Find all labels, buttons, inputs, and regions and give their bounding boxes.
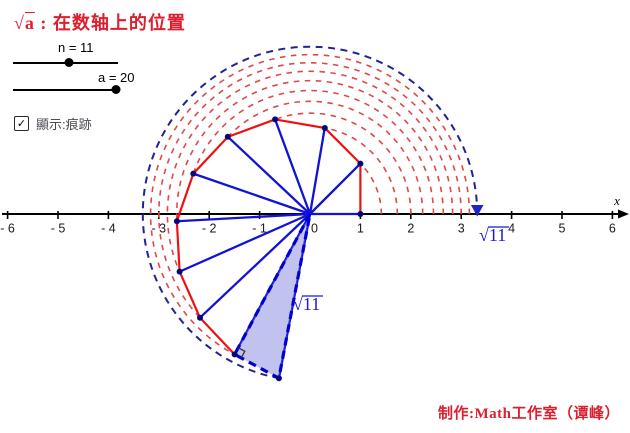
radius-ray bbox=[192, 172, 311, 216]
arc-sqrt-3 bbox=[324, 127, 399, 215]
radius-ray bbox=[309, 162, 362, 215]
unit-segment bbox=[192, 136, 229, 175]
radius-ray bbox=[274, 119, 312, 215]
radius-ray bbox=[233, 213, 312, 355]
title-rest: : 在数轴上的位置 bbox=[34, 13, 186, 33]
radius-ray bbox=[176, 212, 311, 223]
slider-a-track-line[interactable] bbox=[13, 89, 118, 91]
arc-sqrt-11 bbox=[141, 45, 479, 380]
vertex-point bbox=[231, 351, 238, 358]
sqrt11-label: √11 bbox=[479, 225, 506, 245]
axis-tick-label: - 1 bbox=[252, 222, 267, 236]
vertex-point bbox=[275, 375, 282, 382]
axis-arrow-right bbox=[618, 209, 629, 219]
right-angle-icon bbox=[237, 347, 246, 359]
axis-tick-label: 3 bbox=[458, 222, 465, 236]
axis-tick-label: 1 bbox=[357, 222, 364, 236]
arc-sqrt-4 bbox=[274, 112, 412, 215]
arc-sqrt-7 bbox=[175, 79, 445, 222]
unit-segment bbox=[175, 173, 195, 222]
page-title: √a : 在数轴上的位置 bbox=[14, 9, 186, 35]
axis-tick-label: 0 bbox=[311, 222, 318, 236]
unit-segment bbox=[178, 271, 201, 319]
credit-text: 制作:Math工作室（谭峰） bbox=[438, 406, 620, 422]
radius-ray bbox=[308, 127, 326, 215]
axis-tick-label: - 6 bbox=[0, 222, 15, 236]
unit-segment bbox=[227, 118, 276, 138]
slider-a-label: a = 20 bbox=[98, 70, 135, 85]
sqrt11-point-marker[interactable] bbox=[470, 205, 484, 217]
axis-tick-label: 5 bbox=[559, 222, 566, 236]
radius-ray bbox=[227, 136, 311, 215]
axis-tick-label: 6 bbox=[609, 222, 616, 236]
unit-segment bbox=[323, 127, 362, 165]
axis-tick-label: 2 bbox=[407, 222, 414, 236]
vertex-point bbox=[173, 218, 180, 225]
vertex-point bbox=[224, 133, 231, 140]
unit-segment bbox=[274, 118, 325, 130]
radius-ray bbox=[179, 212, 311, 273]
title-radicand: a bbox=[24, 13, 35, 33]
unit-segments bbox=[175, 118, 362, 356]
axis-tick-label: - 2 bbox=[202, 222, 217, 236]
axis-tick-label: - 5 bbox=[51, 222, 66, 236]
vertex-point bbox=[190, 170, 197, 177]
slider-n-handle[interactable] bbox=[64, 58, 74, 67]
arc-sqrt-9 bbox=[158, 62, 462, 319]
slider-n-label: n = 11 bbox=[58, 40, 94, 55]
unit-segment bbox=[199, 316, 236, 356]
trace-checkbox-label: 顯示:痕跡 bbox=[36, 117, 92, 132]
arc-sqrt-8 bbox=[166, 70, 454, 272]
axis-tick-label: - 4 bbox=[101, 222, 116, 236]
vertex-point bbox=[197, 314, 203, 321]
slider-a-handle[interactable] bbox=[111, 85, 121, 94]
title-sqrt-sign: √ bbox=[14, 13, 25, 33]
vertex-point bbox=[357, 211, 364, 217]
unit-segment bbox=[175, 221, 181, 272]
slider-a[interactable] bbox=[13, 85, 121, 94]
sqrt11-triangle bbox=[232, 213, 312, 381]
trace-checkbox-row: ✓ 顯示:痕跡 bbox=[14, 114, 92, 133]
axis-name-label: x bbox=[613, 193, 620, 208]
checkbox-check-icon: ✓ bbox=[16, 117, 27, 130]
trace-checkbox[interactable]: ✓ bbox=[14, 116, 29, 131]
radius-ray bbox=[199, 213, 311, 319]
arc-sqrt-2 bbox=[359, 163, 383, 215]
vertex-point bbox=[176, 268, 183, 275]
trace-arcs bbox=[141, 45, 479, 380]
arc-sqrt-5 bbox=[227, 100, 424, 215]
vertex-point bbox=[321, 125, 328, 131]
axis-tick-label: 4 bbox=[508, 222, 515, 236]
vertex-point bbox=[357, 160, 364, 167]
vertex-points bbox=[173, 116, 364, 382]
slider-n[interactable] bbox=[13, 58, 118, 67]
vertex-point bbox=[272, 116, 279, 123]
radius-rays bbox=[176, 119, 362, 379]
sqrt11-label: √11 bbox=[293, 294, 320, 314]
